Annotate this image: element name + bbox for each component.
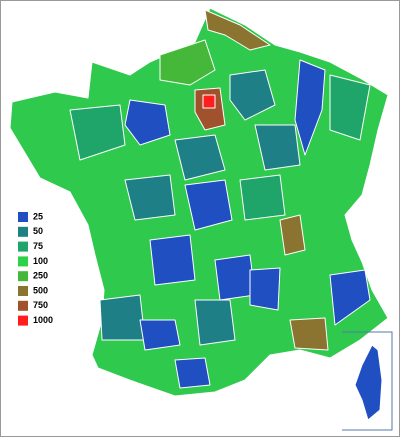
region: [124, 174, 176, 221]
region: [194, 299, 236, 346]
region: [184, 179, 233, 231]
region: [279, 214, 306, 256]
region: [229, 69, 276, 121]
legend-swatch: [18, 315, 28, 326]
region: [139, 319, 181, 351]
legend-label: 250: [33, 271, 48, 281]
legend-swatch: [18, 241, 28, 252]
legend-swatch: [18, 271, 28, 282]
legend-swatch: [18, 256, 28, 267]
legend-label: 75: [33, 241, 43, 251]
legend-label: 50: [33, 226, 43, 236]
legend-swatch: [18, 300, 28, 311]
corsica: [354, 344, 383, 421]
legend-label: 25: [33, 211, 43, 221]
legend: 25 50 75 100 250 500 750 1000: [18, 211, 53, 326]
region: [174, 357, 211, 389]
legend-swatch: [18, 212, 28, 222]
region: [329, 74, 371, 141]
legend-label: 100: [33, 256, 48, 266]
region: [69, 104, 126, 161]
legend-label: 500: [33, 285, 48, 295]
france: [9, 7, 389, 397]
region: [124, 99, 171, 146]
region: [294, 59, 326, 156]
inset-frame: [342, 331, 393, 431]
legend-label: 1000: [33, 315, 53, 325]
region: [159, 39, 216, 86]
corsica-inset: [342, 331, 393, 431]
region: [174, 134, 226, 181]
region: [149, 234, 196, 286]
region: [99, 294, 146, 341]
region: [329, 269, 371, 326]
legend-swatch: [18, 226, 28, 237]
legend-swatch: [18, 286, 28, 296]
region: [204, 9, 271, 51]
region: [289, 317, 329, 351]
region: [239, 174, 286, 221]
region: [214, 254, 256, 301]
region: [249, 267, 281, 311]
legend-label: 750: [33, 300, 48, 310]
region: [254, 124, 301, 171]
region: [202, 94, 216, 109]
